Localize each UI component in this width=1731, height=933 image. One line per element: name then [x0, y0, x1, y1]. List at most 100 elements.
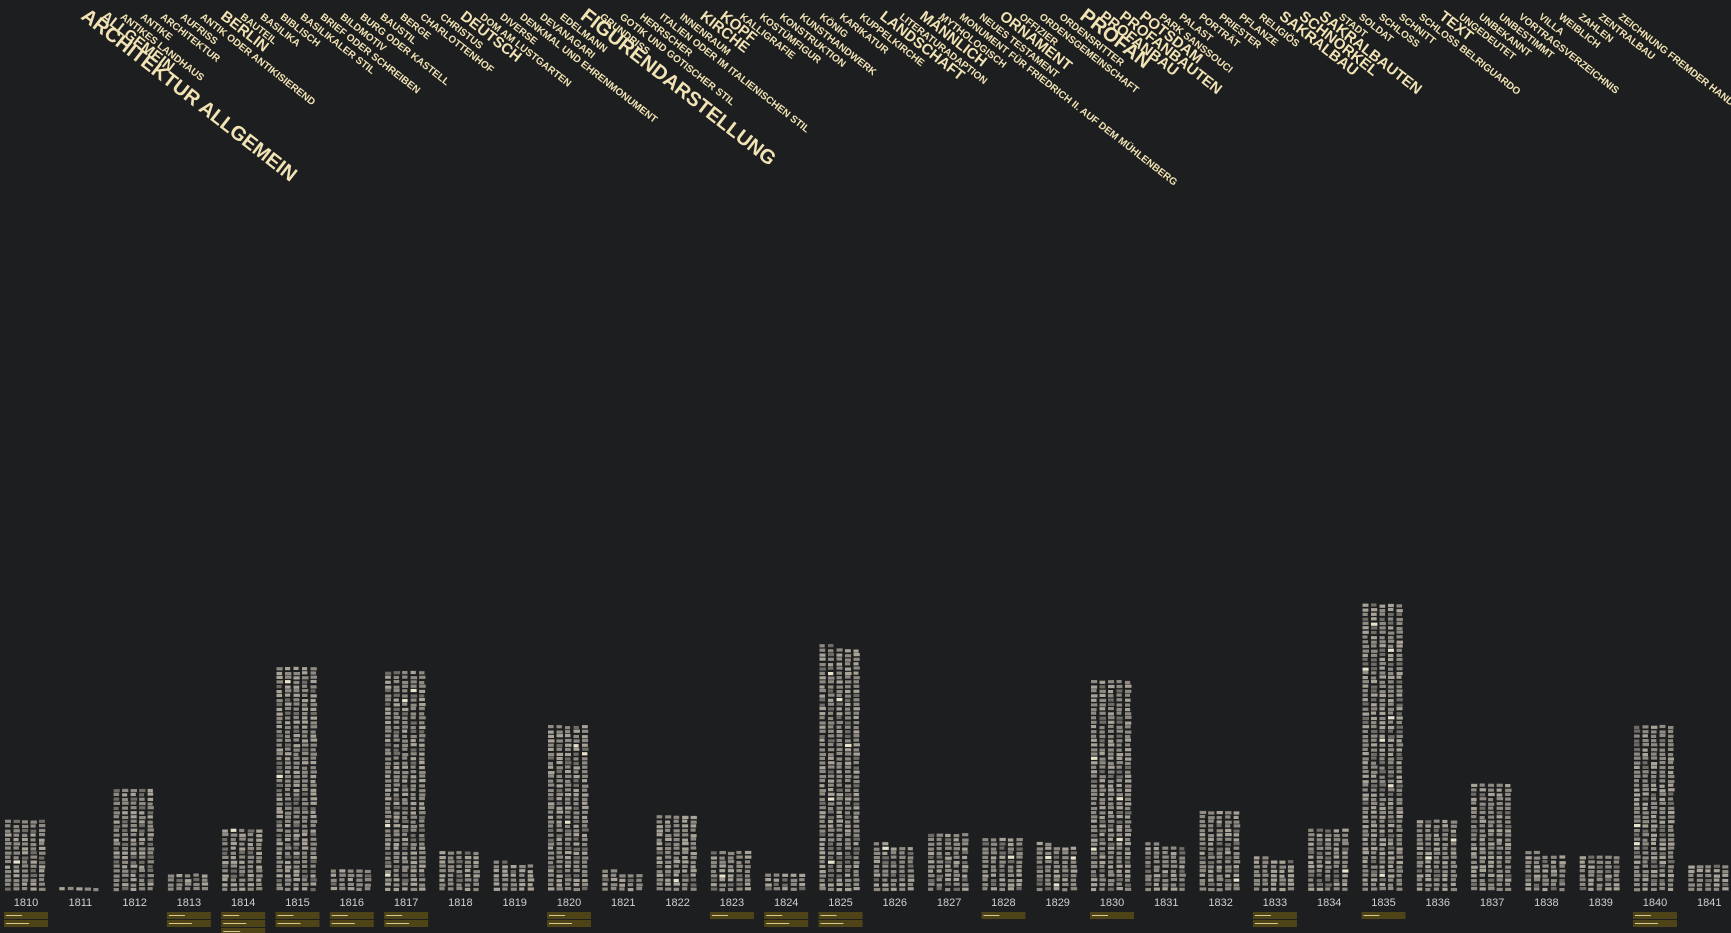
item-tile[interactable]	[385, 675, 391, 679]
item-tile[interactable]	[122, 793, 128, 797]
item-tile[interactable]	[682, 833, 689, 837]
item-tile[interactable]	[1099, 726, 1105, 730]
item-tile[interactable]	[419, 869, 425, 873]
item-tile[interactable]	[410, 860, 418, 865]
item-tile[interactable]	[627, 878, 634, 883]
year-column-1813[interactable]	[167, 873, 209, 891]
item-tile[interactable]	[853, 815, 859, 819]
item-tile[interactable]	[1416, 864, 1423, 868]
item-tile[interactable]	[819, 792, 826, 796]
item-tile[interactable]	[222, 829, 228, 833]
item-tile[interactable]	[819, 766, 826, 770]
item-tile[interactable]	[1333, 855, 1340, 859]
item-tile[interactable]	[302, 779, 308, 783]
item-tile[interactable]	[285, 757, 291, 761]
item-tile[interactable]	[1651, 756, 1658, 760]
item-tile[interactable]	[1362, 671, 1369, 675]
item-tile[interactable]	[582, 765, 588, 769]
item-tile[interactable]	[836, 685, 843, 689]
item-tile[interactable]	[122, 815, 129, 820]
item-tile[interactable]	[1116, 739, 1123, 743]
item-tile[interactable]	[845, 654, 852, 658]
item-tile[interactable]	[1488, 887, 1495, 891]
item-tile[interactable]	[393, 698, 399, 702]
item-tile[interactable]	[139, 824, 145, 828]
item-tile[interactable]	[1253, 865, 1260, 869]
item-tile[interactable]	[1396, 824, 1402, 828]
item-tile[interactable]	[1634, 798, 1640, 802]
item-tile[interactable]	[1659, 810, 1666, 815]
item-tile[interactable]	[1642, 833, 1650, 837]
item-tile[interactable]	[990, 860, 996, 864]
item-tile[interactable]	[276, 685, 282, 689]
item-tile[interactable]	[130, 792, 136, 797]
item-tile[interactable]	[945, 868, 952, 873]
item-tile[interactable]	[393, 775, 400, 779]
item-tile[interactable]	[1379, 860, 1386, 864]
item-tile[interactable]	[1125, 712, 1132, 716]
item-tile[interactable]	[285, 811, 292, 815]
item-tile[interactable]	[1388, 819, 1395, 823]
item-tile[interactable]	[1559, 855, 1566, 859]
item-tile[interactable]	[419, 873, 425, 877]
item-tile[interactable]	[310, 756, 317, 760]
item-tile[interactable]	[1651, 801, 1658, 805]
item-tile[interactable]	[293, 756, 300, 760]
item-tile[interactable]	[439, 883, 446, 887]
item-tile[interactable]	[819, 797, 825, 802]
item-tile[interactable]	[853, 653, 860, 657]
item-tile[interactable]	[1713, 874, 1720, 878]
item-tile[interactable]	[936, 855, 943, 859]
item-tile[interactable]	[836, 828, 843, 832]
item-tile[interactable]	[410, 887, 418, 891]
item-tile[interactable]	[310, 721, 318, 725]
item-tile[interactable]	[1091, 765, 1097, 769]
item-tile[interactable]	[410, 788, 416, 792]
item-tile[interactable]	[1125, 721, 1132, 725]
year-tag-1823[interactable]	[709, 912, 754, 919]
item-tile[interactable]	[1053, 878, 1060, 882]
item-tile[interactable]	[582, 793, 589, 797]
item-tile[interactable]	[1062, 882, 1069, 887]
year-column-1818[interactable]	[439, 851, 480, 892]
item-tile[interactable]	[276, 699, 283, 703]
item-tile[interactable]	[1045, 869, 1051, 873]
item-tile[interactable]	[510, 887, 517, 891]
item-tile[interactable]	[1333, 874, 1340, 878]
item-tile[interactable]	[410, 688, 417, 693]
item-tile[interactable]	[1116, 811, 1124, 815]
item-tile[interactable]	[1016, 842, 1023, 846]
item-tile[interactable]	[1479, 887, 1486, 891]
item-tile[interactable]	[1070, 865, 1077, 869]
item-tile[interactable]	[548, 869, 554, 873]
item-tile[interactable]	[39, 824, 46, 828]
tag-box[interactable]	[221, 912, 266, 919]
item-tile[interactable]	[853, 780, 860, 784]
item-tile[interactable]	[1396, 887, 1403, 891]
item-tile[interactable]	[936, 860, 944, 864]
item-tile[interactable]	[936, 874, 943, 878]
item-tile[interactable]	[1488, 788, 1494, 792]
item-tile[interactable]	[1550, 865, 1557, 869]
item-tile[interactable]	[665, 851, 671, 855]
item-tile[interactable]	[1116, 765, 1122, 769]
item-tile[interactable]	[1379, 869, 1386, 873]
item-tile[interactable]	[582, 752, 588, 756]
item-tile[interactable]	[1342, 869, 1349, 873]
item-tile[interactable]	[873, 859, 880, 864]
item-tile[interactable]	[828, 851, 835, 855]
item-tile[interactable]	[1696, 865, 1704, 869]
item-tile[interactable]	[1153, 887, 1160, 891]
item-tile[interactable]	[385, 707, 391, 711]
item-tile[interactable]	[953, 851, 959, 855]
item-tile[interactable]	[819, 883, 826, 887]
item-tile[interactable]	[990, 856, 997, 860]
item-tile[interactable]	[456, 864, 462, 868]
item-tile[interactable]	[565, 842, 571, 846]
item-tile[interactable]	[293, 793, 300, 797]
item-tile[interactable]	[1379, 626, 1386, 630]
item-tile[interactable]	[113, 797, 120, 801]
item-tile[interactable]	[828, 748, 835, 752]
item-tile[interactable]	[302, 829, 308, 833]
item-tile[interactable]	[13, 851, 21, 855]
